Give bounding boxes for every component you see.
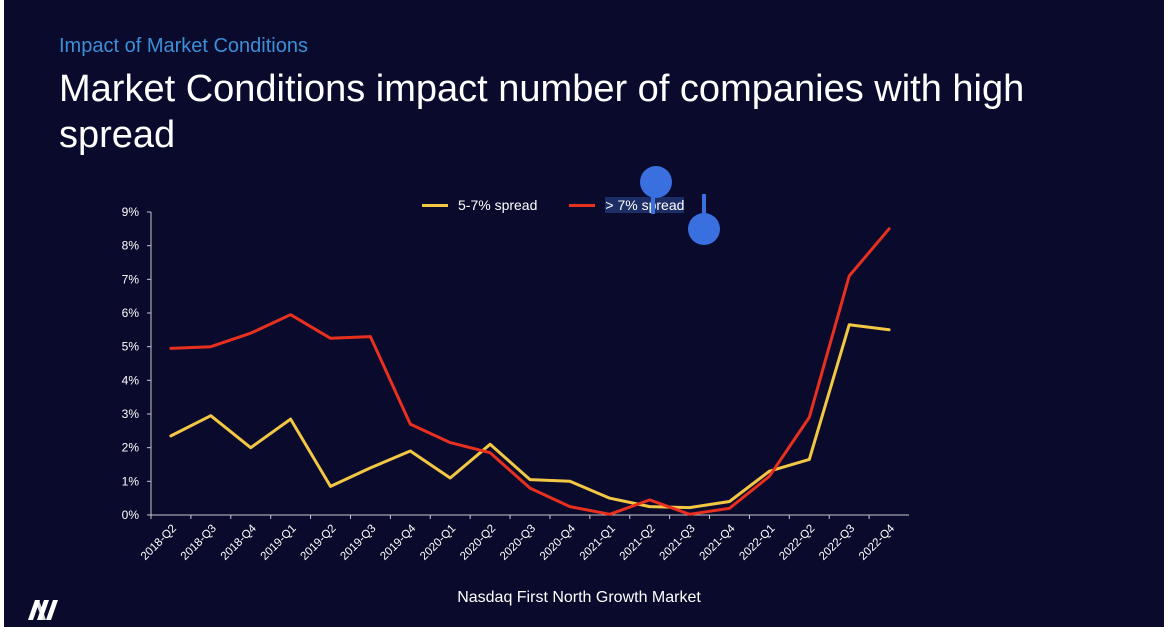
x-tick-label: 2022-Q3 (817, 523, 857, 563)
x-tick-label: 2021-Q4 (697, 522, 738, 563)
x-tick-label: 2019-Q3 (338, 523, 378, 563)
x-tick-label: 2021-Q2 (618, 523, 658, 563)
slide-title: Market Conditions impact number of compa… (59, 68, 1025, 156)
y-tick-label: 3% (122, 407, 140, 421)
y-tick-label: 1% (122, 474, 140, 488)
y-tick-label: 0% (122, 508, 140, 522)
x-tick-label: 2022-Q4 (857, 522, 898, 563)
x-tick-label: 2018-Q2 (139, 523, 179, 563)
y-tick-label: 7% (122, 272, 140, 286)
legend-swatch-series-1 (422, 203, 448, 207)
x-tick-label: 2022-Q2 (777, 523, 817, 563)
selection-end-caret (702, 194, 706, 216)
x-tick-label: 2019-Q4 (378, 522, 419, 563)
series-line-1 (169, 323, 891, 510)
slide: Impact of Market Conditions Market Condi… (4, 0, 1164, 627)
chart-source-note: Nasdaq First North Growth Market (457, 589, 701, 606)
x-tick-label: 2020-Q3 (498, 523, 538, 563)
y-tick-label: 6% (122, 306, 140, 320)
x-tick-label: 2020-Q1 (418, 523, 458, 563)
x-tick-label: 2019-Q2 (299, 523, 339, 563)
selection-start-caret (651, 188, 655, 214)
series-line-2 (169, 227, 891, 516)
legend-label-series-2: > 7% spread (605, 197, 685, 213)
x-tick-label: 2019-Q1 (259, 523, 299, 563)
legend-label-series-1: 5-7% spread (458, 197, 538, 213)
legend-item-series-1[interactable]: 5-7% spread (422, 197, 537, 213)
y-tick-label: 5% (122, 340, 140, 354)
y-tick-label: 2% (122, 441, 140, 455)
x-tick-label: 2021-Q1 (578, 523, 618, 563)
selection-start-handle[interactable] (640, 166, 672, 198)
x-tick-label: 2022-Q1 (737, 523, 777, 563)
slide-kicker: Impact of Market Conditions (59, 35, 308, 57)
selection-end-handle[interactable] (688, 213, 720, 245)
nasdaq-logo-icon (28, 600, 58, 620)
x-tick-label: 2018-Q3 (179, 523, 219, 563)
x-tick-label: 2020-Q2 (458, 523, 498, 563)
y-tick-label: 8% (122, 239, 140, 253)
y-tick-label: 4% (122, 373, 140, 387)
legend-item-series-2[interactable]: > 7% spread (569, 197, 685, 213)
line-chart: 0% 1% 2% 3% 4% 5% 6% 7% 8% 9% 2018-Q2 2018-Q3 2018-Q… (122, 205, 909, 563)
x-tick-label: 2020-Q4 (538, 522, 579, 563)
chart-legend: 5-7% spread > 7% spread (422, 195, 716, 215)
x-tick-label: 2021-Q3 (658, 523, 698, 563)
x-tick-label: 2018-Q4 (219, 522, 260, 563)
legend-swatch-series-2 (569, 203, 596, 207)
y-tick-label: 9% (122, 205, 140, 219)
